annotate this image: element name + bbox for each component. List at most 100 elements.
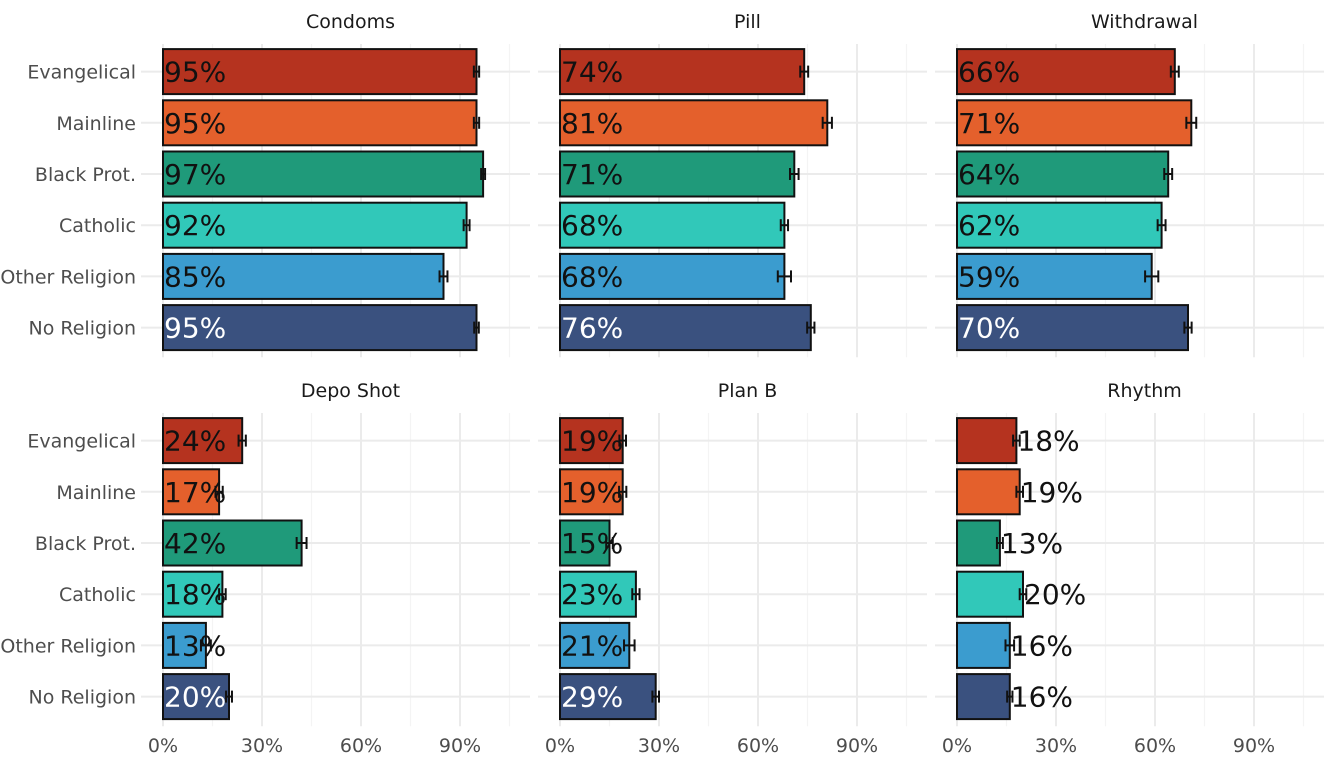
category-label: No Religion [29, 318, 136, 340]
data-label: 95% [164, 56, 226, 89]
data-label: 20% [1024, 578, 1086, 611]
x-tick-label: 0% [545, 735, 575, 757]
data-label: 59% [958, 260, 1020, 293]
x-tick-label: 90% [836, 735, 878, 757]
data-label: 18% [1017, 425, 1079, 458]
bar [559, 150, 796, 198]
x-tick-label: 30% [1035, 735, 1077, 757]
bar [956, 201, 1163, 249]
error-bar [438, 270, 449, 283]
bar [956, 621, 1011, 669]
bar [559, 417, 624, 465]
error-bar [995, 537, 1004, 549]
bar [559, 201, 786, 249]
category-label: Other Religion [0, 635, 136, 657]
error-bar [1163, 168, 1174, 180]
error-bar [623, 639, 636, 652]
x-tick-label: 60% [737, 735, 779, 757]
data-label: 13% [1001, 527, 1063, 560]
error-bar [799, 65, 810, 78]
bar [559, 252, 786, 300]
x-tick-label: 30% [241, 735, 283, 757]
category-label: Mainline [56, 113, 136, 135]
bar [956, 519, 1001, 567]
bar [956, 150, 1170, 198]
x-tick-label: 60% [340, 735, 382, 757]
x-tick-label: 90% [439, 735, 481, 757]
error-bar [789, 168, 800, 180]
error-bar [462, 219, 471, 232]
bar [559, 48, 806, 96]
x-tick-label: 60% [1134, 735, 1176, 757]
panel-title: Pill [734, 11, 761, 33]
error-bar [1012, 434, 1021, 447]
error-bar [214, 485, 224, 498]
panel-title: Depo Shot [301, 380, 400, 402]
data-label: 95% [164, 312, 226, 345]
bar [559, 304, 812, 352]
panel-title: Rhythm [1107, 380, 1182, 402]
data-label: 76% [561, 312, 623, 345]
error-bar [295, 537, 308, 549]
error-bar [480, 168, 487, 180]
panel-title: Withdrawal [1091, 11, 1198, 33]
category-label: Other Religion [0, 266, 136, 288]
panel-title: Condoms [306, 11, 395, 33]
x-tick-label: 30% [638, 735, 680, 757]
error-bar [776, 270, 792, 283]
data-label: 74% [561, 56, 623, 89]
bar [956, 304, 1189, 352]
error-bar [651, 690, 660, 703]
bar [956, 48, 1176, 96]
data-label: 81% [561, 107, 623, 140]
data-label: 18% [164, 578, 226, 611]
error-bar [1156, 219, 1167, 232]
data-label: 20% [164, 681, 226, 714]
category-label: Evangelical [27, 431, 136, 453]
panel-title: Plan B [718, 380, 778, 402]
bar [559, 621, 631, 669]
category-label: Black Prot. [35, 164, 136, 186]
error-bar [1006, 690, 1014, 703]
data-label: 16% [1011, 681, 1073, 714]
data-label: 68% [561, 209, 623, 242]
data-label: 71% [561, 158, 623, 191]
error-bar [199, 639, 212, 652]
error-bar [1185, 116, 1198, 129]
data-label: 42% [164, 527, 226, 560]
error-bar [1004, 639, 1016, 652]
error-bar [237, 434, 247, 447]
data-label: 71% [958, 107, 1020, 140]
error-bar [1183, 321, 1193, 334]
data-label: 21% [561, 629, 623, 662]
data-label: 66% [958, 56, 1020, 89]
data-label: 70% [958, 312, 1020, 345]
bar [956, 673, 1011, 721]
category-label: Mainline [56, 482, 136, 504]
error-bar [473, 321, 480, 334]
error-bar [605, 537, 614, 549]
bar [559, 519, 611, 567]
error-bar [1169, 65, 1180, 78]
error-bar [472, 116, 481, 129]
panel-rhythm: Rhythm 18% 19% 13% 20% 16% 16% 0% 30% 60% 90% [935, 380, 1324, 757]
error-bar [218, 588, 227, 601]
category-label: No Religion [29, 687, 136, 709]
category-label: Black Prot. [35, 533, 136, 555]
data-label: 15% [561, 527, 623, 560]
data-label: 24% [164, 425, 226, 458]
bar [559, 673, 657, 721]
data-label: 92% [164, 209, 226, 242]
data-label: 13% [164, 629, 226, 662]
error-bar [618, 434, 627, 447]
data-label: 17% [164, 476, 226, 509]
panel-pill: Pill 74% 81% 71% 68% 68% 76% [538, 11, 927, 358]
bar [956, 417, 1018, 465]
x-tick-label: 90% [1233, 735, 1275, 757]
bar [162, 201, 468, 249]
data-label: 85% [164, 260, 226, 293]
error-bar [779, 219, 790, 232]
error-bar [1144, 270, 1160, 283]
bar [956, 570, 1024, 618]
